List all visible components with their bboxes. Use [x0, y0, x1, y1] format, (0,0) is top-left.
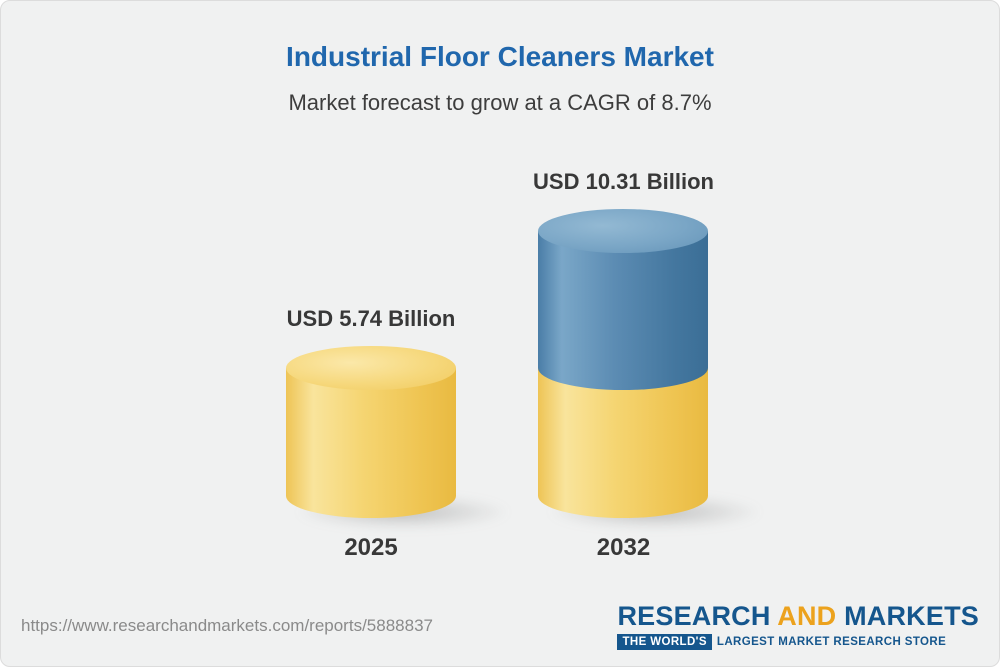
cylinder-segment-base — [538, 368, 709, 518]
logo-tagline-box: THE WORLD'S — [617, 633, 712, 650]
bar-group-2032: USD 10.31 Billion 2032 — [533, 169, 769, 562]
cylinder-2032 — [538, 209, 769, 530]
logo-word-and: AND — [777, 600, 837, 631]
logo-word-markets: MARKETS — [844, 600, 979, 631]
header: Industrial Floor Cleaners Market Market … — [1, 1, 999, 116]
logo-word-research: RESEARCH — [617, 600, 771, 631]
footer: https://www.researchandmarkets.com/repor… — [1, 594, 999, 666]
cylinder-top-face-yellow — [286, 346, 457, 390]
page-title: Industrial Floor Cleaners Market — [286, 41, 714, 72]
bar-chart: USD 5.74 Billion 2025 USD 10.31 Billion … — [1, 169, 999, 562]
value-label-2025: USD 5.74 Billion — [286, 306, 456, 331]
research-and-markets-logo: RESEARCH AND MARKETS THE WORLD'S LARGEST… — [617, 600, 979, 650]
source-url-link[interactable]: https://www.researchandmarkets.com/repor… — [21, 616, 433, 635]
logo-tagline: THE WORLD'S LARGEST MARKET RESEARCH STOR… — [617, 633, 947, 650]
cylinder-2025 — [286, 346, 517, 530]
year-label-2032: 2032 — [596, 534, 651, 561]
cylinder-segment-base — [286, 368, 457, 518]
bar-group-2025: USD 5.74 Billion 2025 — [286, 306, 517, 562]
cylinder-top-face-blue — [538, 209, 709, 253]
cylinder-segment-growth — [538, 231, 709, 390]
subtitle: Market forecast to grow at a CAGR of 8.7… — [288, 90, 712, 115]
value-label-2032: USD 10.31 Billion — [533, 169, 714, 194]
logo-wordmark: RESEARCH AND MARKETS — [617, 600, 979, 631]
year-label-2025: 2025 — [344, 534, 398, 561]
logo-tagline-rest: LARGEST MARKET RESEARCH STORE — [716, 635, 947, 648]
